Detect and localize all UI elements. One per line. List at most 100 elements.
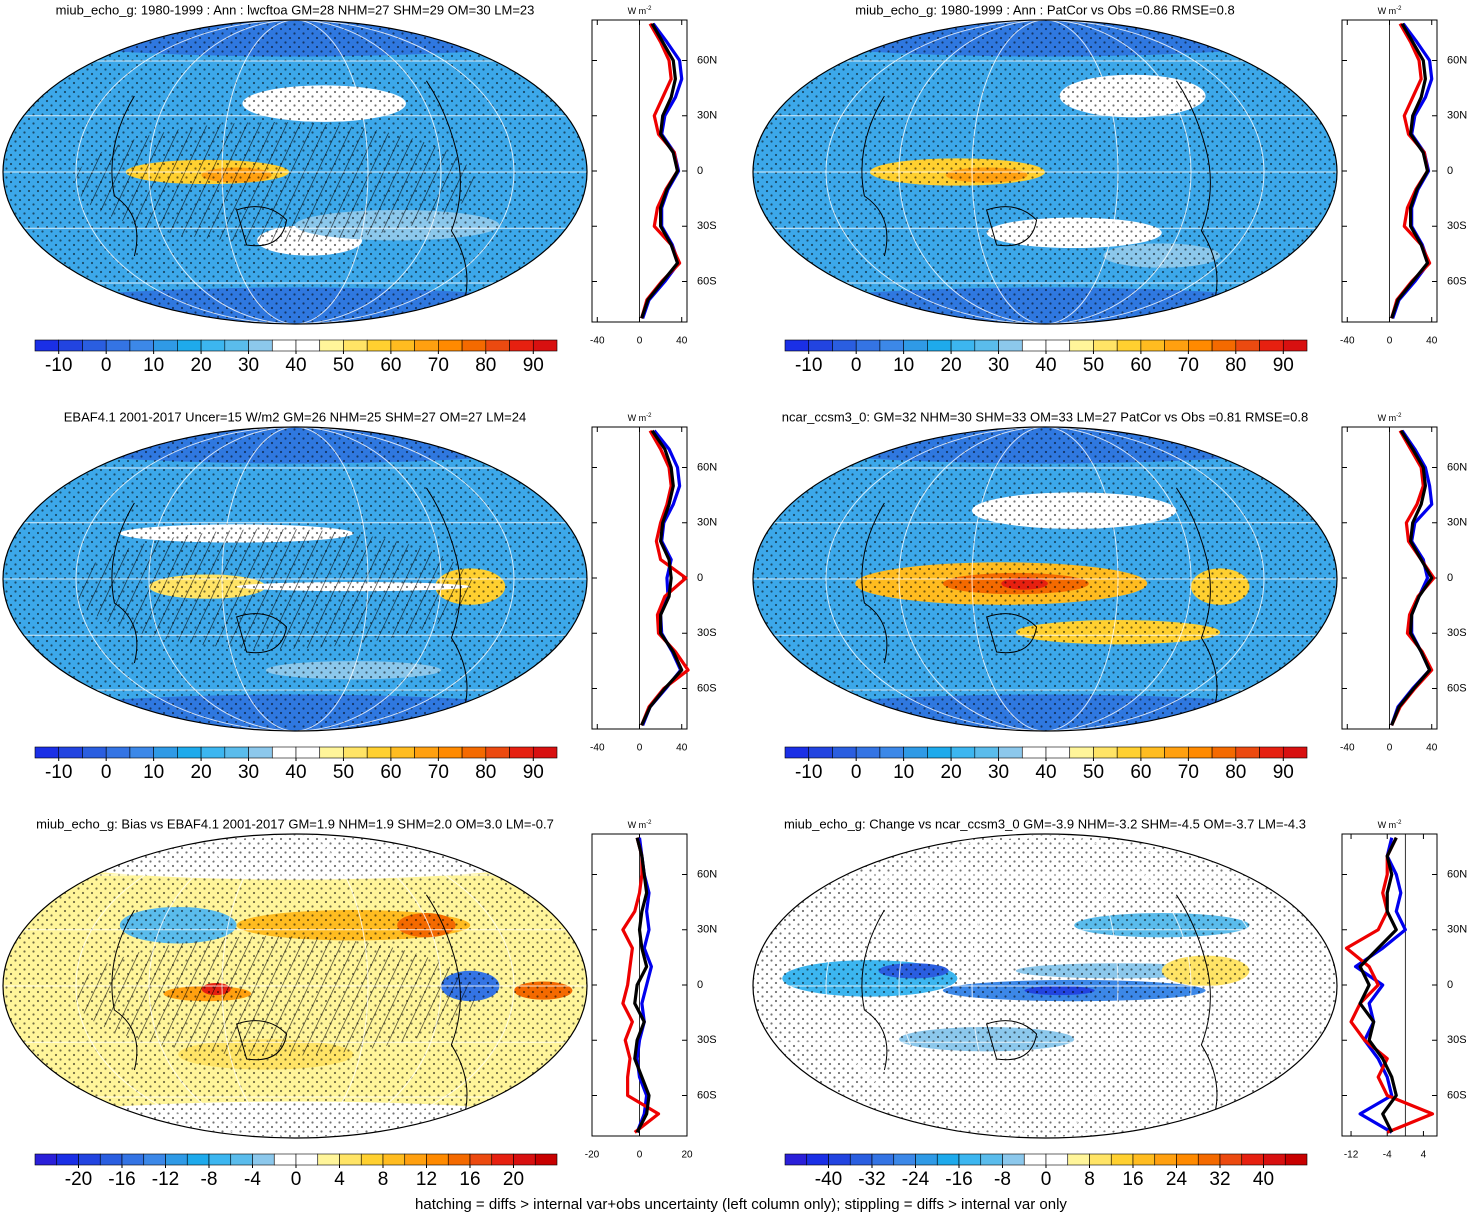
y-tick-label: 60N: [697, 868, 717, 880]
meridian: [825, 20, 1265, 324]
x-tick-label: -4: [1383, 1150, 1392, 1161]
colorbar-box: [1164, 339, 1189, 352]
colorbar-box: [1219, 1153, 1243, 1166]
x-tick-label: 40: [1426, 336, 1438, 347]
colorbar-label: -32: [858, 1169, 885, 1190]
colorbar-box: [1211, 746, 1237, 759]
y-tick-label: 60S: [697, 682, 717, 694]
units-label: W m-2: [1378, 6, 1402, 17]
meridian: [898, 20, 1192, 324]
map: [753, 20, 1337, 324]
coastline: [1175, 80, 1218, 311]
colorbar-box: [1067, 1153, 1090, 1166]
colorbar-box: [491, 1153, 514, 1166]
colorbar-box: [78, 1153, 101, 1166]
colorbar-box: [1211, 339, 1237, 352]
colorbar-box: [82, 339, 107, 352]
colorbar-label: -10: [45, 762, 72, 783]
meridian: [971, 834, 1119, 1138]
panel-title: EBAF4.1 2001-2017 Uncer=15 W/m2 GM=26 NH…: [64, 409, 526, 424]
profile-line: [621, 837, 661, 1134]
x-tick-label: 0: [637, 1150, 643, 1161]
colorbar-label: -4: [244, 1169, 261, 1190]
colorbar-box: [200, 746, 226, 759]
colorbar-label: -10: [795, 762, 822, 783]
y-tick-label: 0: [697, 979, 703, 991]
colorbar-box: [927, 339, 952, 352]
colorbar-box: [1093, 746, 1118, 759]
y-tick-label: 60S: [1447, 275, 1467, 287]
y-tick-label: 60N: [697, 54, 717, 66]
colorbar-box: [34, 339, 60, 352]
colorbar-label: 8: [378, 1169, 389, 1190]
colorbar-label: 60: [380, 762, 401, 783]
colorbar-box: [366, 339, 392, 352]
colorbar-box: [461, 746, 487, 759]
colorbar-box: [153, 339, 178, 352]
meridian: [898, 427, 1192, 731]
y-tick-label: 30S: [1447, 1034, 1467, 1046]
colorbar-box: [832, 746, 857, 759]
colorbar-box: [1045, 339, 1071, 352]
colorbar-box: [224, 339, 249, 352]
colorbar-box: [1069, 746, 1094, 759]
profile-line: [640, 429, 684, 726]
colorbar-box: [879, 339, 904, 352]
colorbar-box: [532, 339, 558, 352]
y-tick-label: 60N: [1447, 461, 1467, 473]
colorbar-box: [974, 746, 999, 759]
hatching: [75, 936, 475, 1056]
colorbar-box: [871, 1153, 895, 1166]
x-tick-label: 0: [637, 743, 643, 754]
colorbar-box: [974, 339, 999, 352]
units-label: W m-2: [1378, 820, 1402, 831]
colorbar-label: 16: [1122, 1169, 1143, 1190]
x-tick-label: -40: [590, 743, 605, 754]
meridian: [825, 834, 1265, 1138]
colorbar-box: [58, 746, 83, 759]
colorbar-box: [208, 1153, 232, 1166]
y-tick-label: 30N: [1447, 110, 1467, 122]
colorbar-box: [1116, 746, 1142, 759]
y-tick-label: 0: [1447, 165, 1453, 177]
panel-title: miub_echo_g: 1980-1999 : Ann : PatCor vs…: [855, 2, 1234, 17]
colorbar-box: [1188, 339, 1213, 352]
y-tick-label: 30N: [697, 924, 717, 936]
colorbar-label: -10: [45, 355, 72, 376]
map: [3, 20, 587, 324]
colorbar-label: 10: [143, 762, 164, 783]
units-label: W m-2: [628, 820, 652, 831]
colorbar-label: 32: [1209, 1169, 1230, 1190]
profile-line: [1358, 836, 1398, 1134]
colorbar-label: 60: [1130, 762, 1151, 783]
meridian: [148, 834, 442, 1138]
units: W m: [628, 6, 647, 16]
colorbar-label: 90: [523, 355, 544, 376]
colorbar-box: [230, 1153, 253, 1166]
panel-title: miub_echo_g: Bias vs EBAF4.1 2001-2017 G…: [36, 816, 554, 831]
colorbar-box: [1176, 1153, 1199, 1166]
colorbar-box: [1116, 339, 1142, 352]
colorbar-box: [485, 746, 510, 759]
y-tick-label: 60N: [1447, 868, 1467, 880]
coastline: [1175, 894, 1218, 1125]
colorbar-box: [1154, 1153, 1177, 1166]
colorbar-label: 0: [851, 355, 862, 376]
colorbar-box: [248, 339, 273, 352]
y-tick-label: 30S: [697, 1034, 717, 1046]
colorbar-label: 30: [238, 762, 259, 783]
colorbar-box: [273, 1153, 297, 1166]
colorbar-label: 90: [1273, 355, 1294, 376]
coastline: [111, 95, 138, 257]
colorbar-label: 80: [475, 762, 496, 783]
map: [3, 427, 587, 731]
x-tick-label: 0: [1387, 336, 1393, 347]
colorbar-box: [343, 746, 368, 759]
colorbar-box: [447, 1153, 471, 1166]
colorbar-box: [99, 1153, 123, 1166]
map-border: [2, 19, 588, 325]
panel: ncar_ccsm3_0: GM=32 NHM=30 SHM=33 OM=33 …: [752, 409, 1467, 783]
colorbar-label: 50: [1083, 355, 1104, 376]
meridian: [971, 20, 1119, 324]
colorbar-box: [58, 339, 83, 352]
